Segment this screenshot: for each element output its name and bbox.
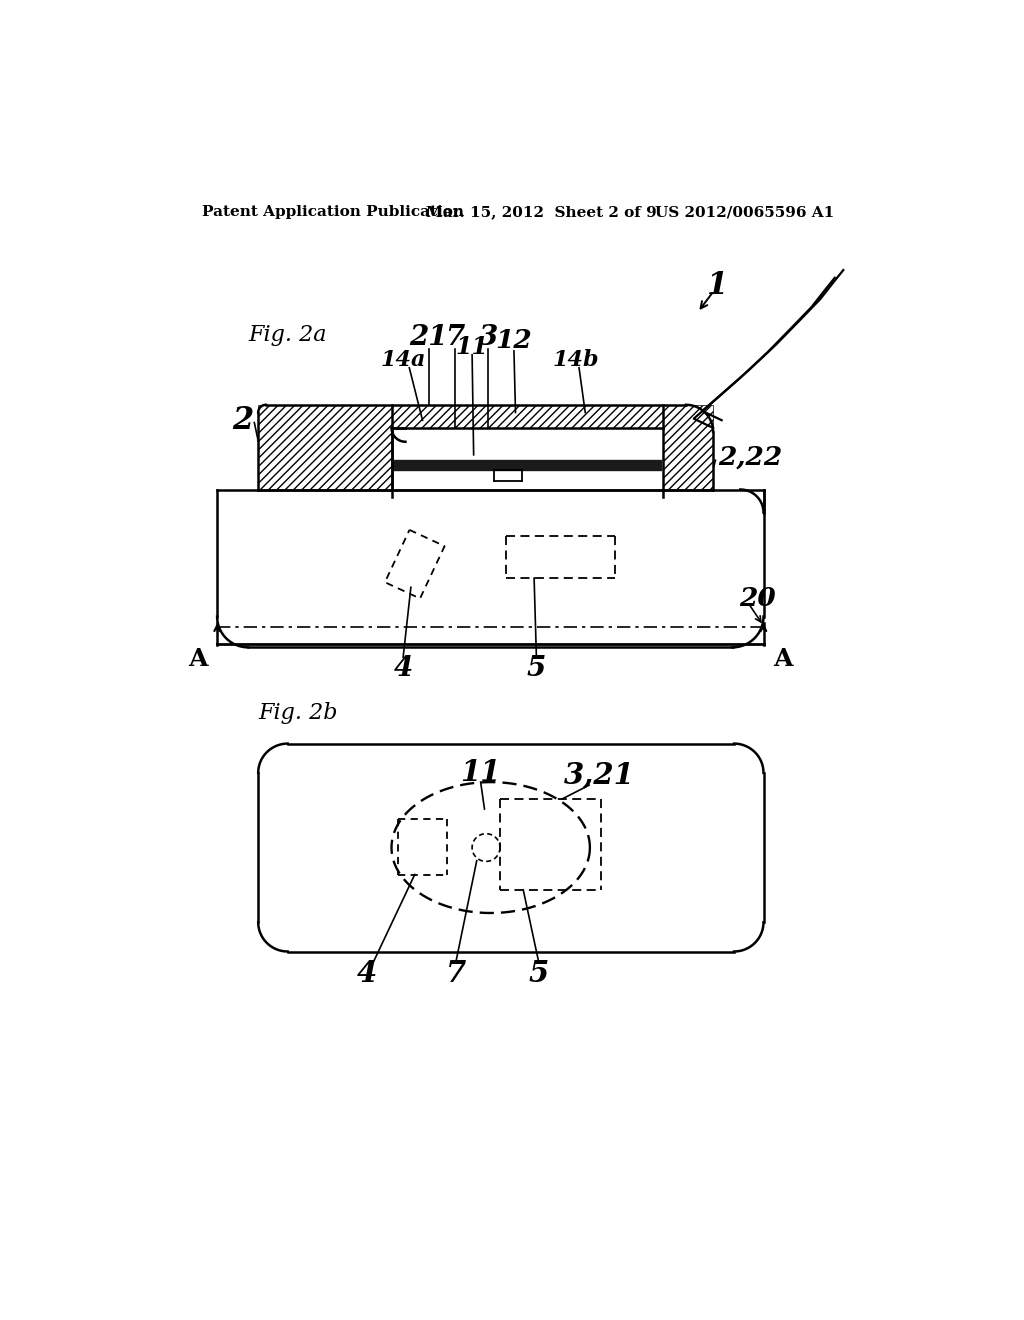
Text: 2: 2 xyxy=(232,405,253,436)
Text: 20: 20 xyxy=(738,586,775,611)
Bar xyxy=(258,405,391,490)
Text: 3: 3 xyxy=(479,323,498,351)
Bar xyxy=(391,405,663,428)
Text: US 2012/0065596 A1: US 2012/0065596 A1 xyxy=(655,206,835,219)
Text: A: A xyxy=(188,647,208,671)
Text: Patent Application Publication: Patent Application Publication xyxy=(202,206,464,219)
Text: 11: 11 xyxy=(456,335,488,359)
Bar xyxy=(663,405,713,490)
Text: 5: 5 xyxy=(528,958,549,987)
Text: A: A xyxy=(773,647,793,671)
Text: 7: 7 xyxy=(445,323,465,351)
Text: 14a: 14a xyxy=(381,350,426,371)
Text: 4: 4 xyxy=(393,655,413,681)
Text: 4: 4 xyxy=(356,958,377,987)
Text: 14b: 14b xyxy=(553,350,599,371)
Text: 5: 5 xyxy=(526,655,546,681)
Text: Fig. 2a: Fig. 2a xyxy=(248,325,327,346)
Text: 1: 1 xyxy=(707,271,728,301)
Text: Fig. 2b: Fig. 2b xyxy=(258,702,338,723)
Text: 21: 21 xyxy=(410,323,447,351)
Text: 3,21: 3,21 xyxy=(564,760,635,789)
Text: 11: 11 xyxy=(461,759,501,787)
Text: 12: 12 xyxy=(496,329,532,354)
Text: 7: 7 xyxy=(445,958,466,987)
Text: 2,22: 2,22 xyxy=(719,445,782,470)
Text: Mar. 15, 2012  Sheet 2 of 9: Mar. 15, 2012 Sheet 2 of 9 xyxy=(426,206,657,219)
